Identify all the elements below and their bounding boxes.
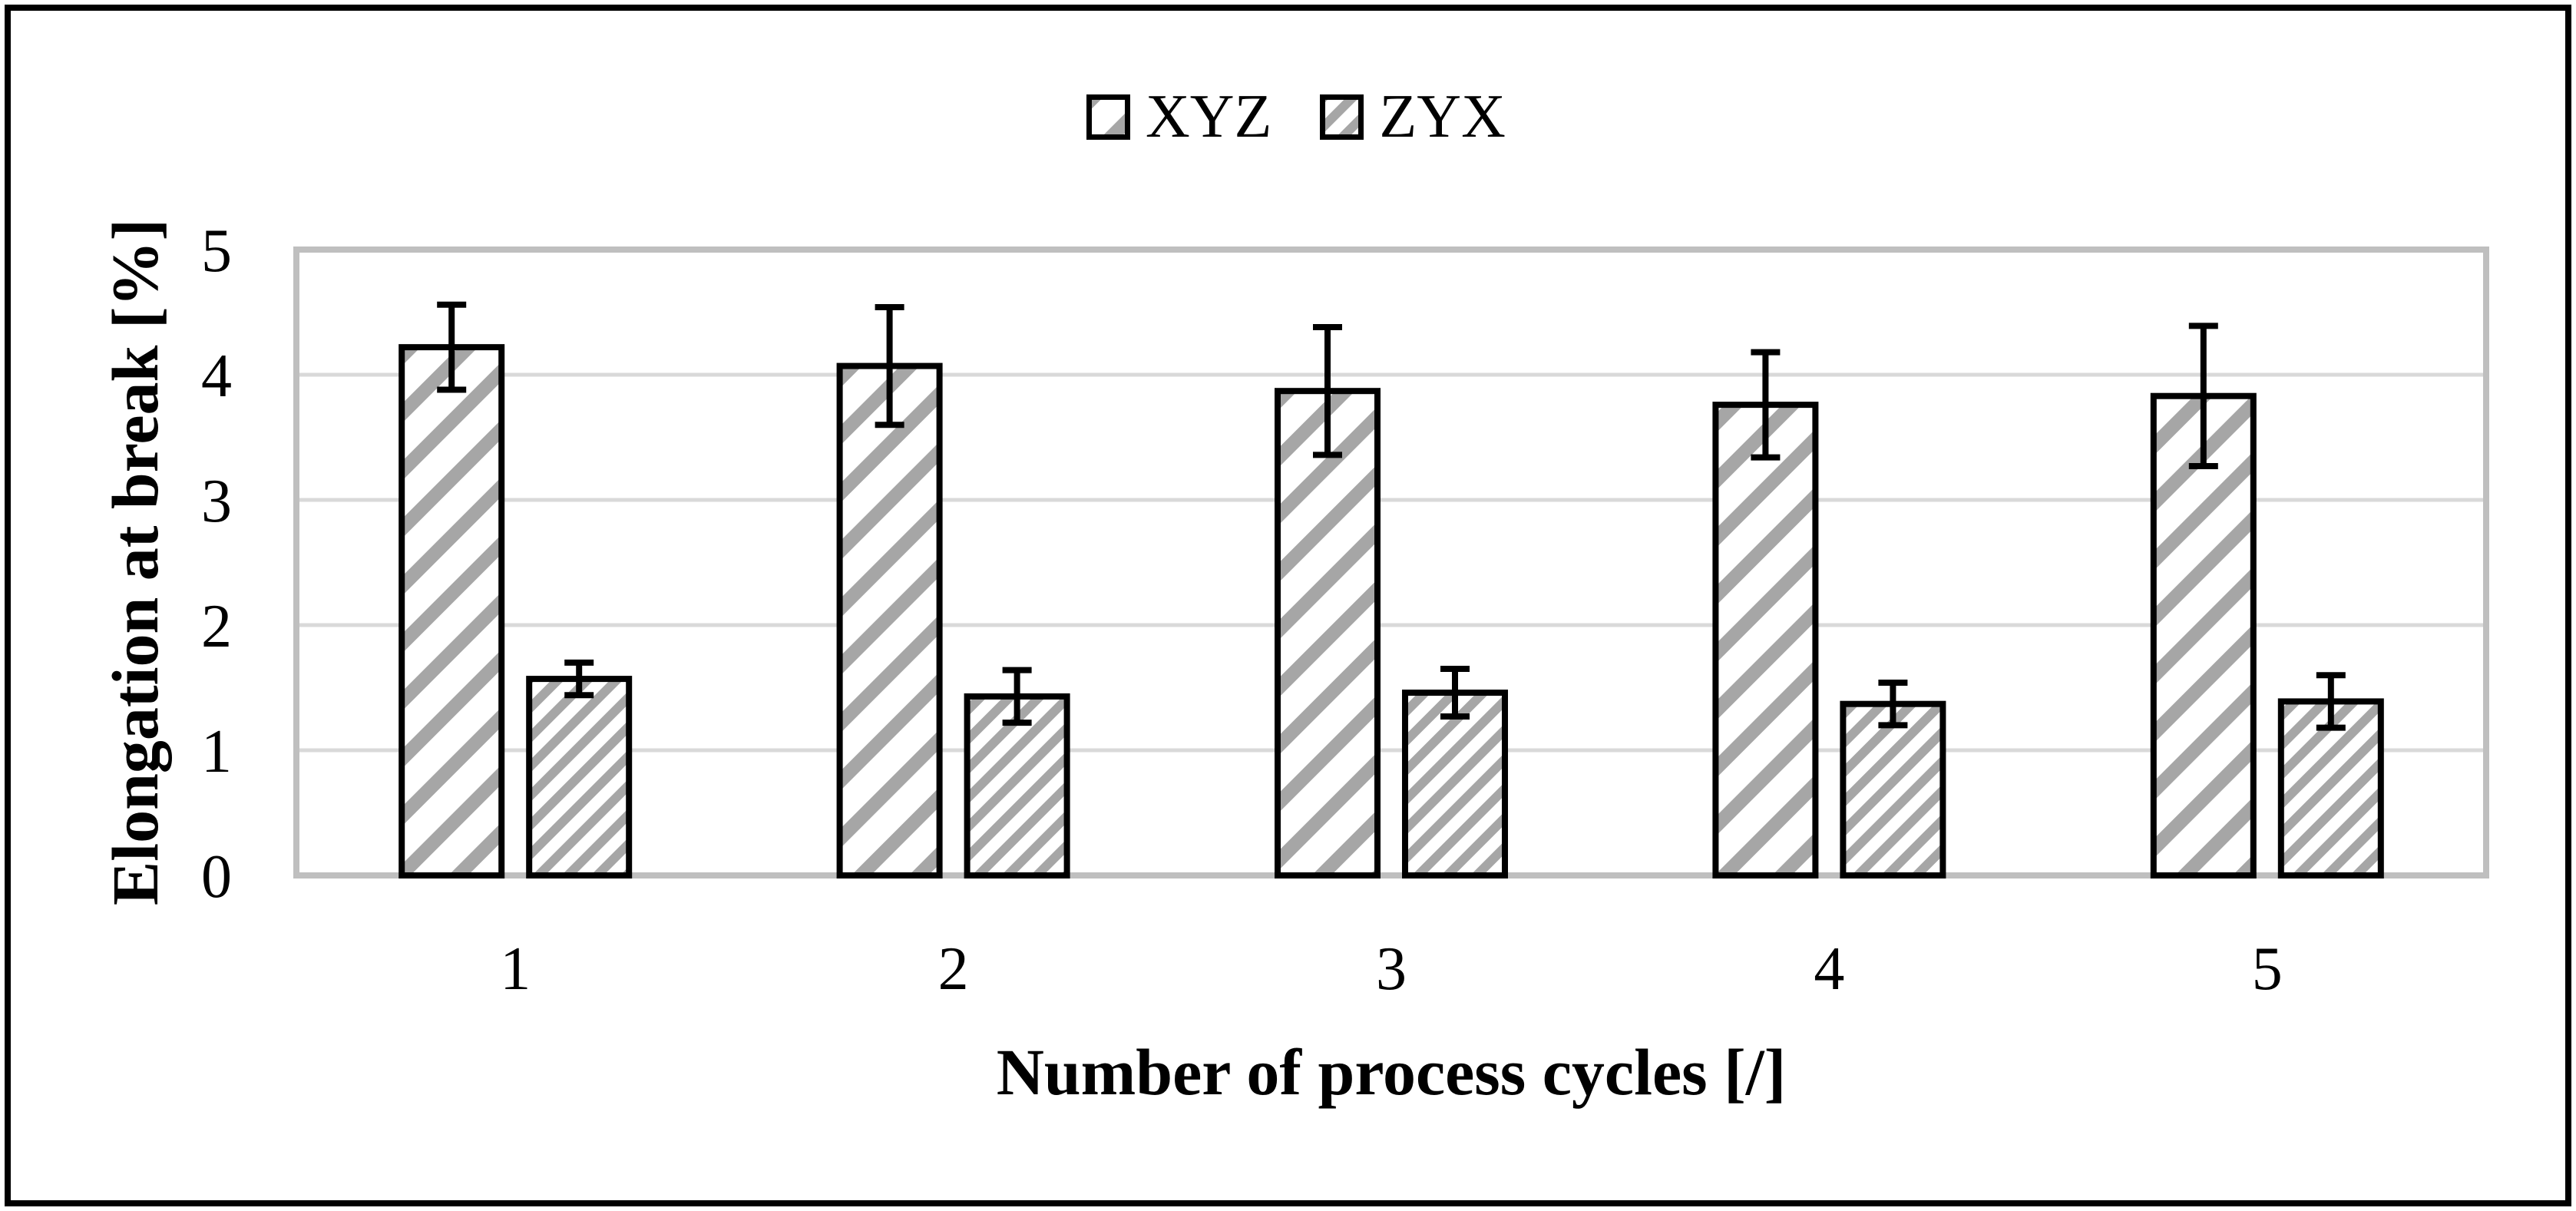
error-bar-xyz-2 <box>875 303 904 428</box>
bar-zyx-1 <box>526 676 633 879</box>
x-tick-label: 5 <box>2252 935 2283 1003</box>
x-tick-label: 3 <box>1376 935 1407 1003</box>
error-bar-zyx-4 <box>1878 679 1908 729</box>
bar-zyx-3 <box>1402 690 1508 879</box>
error-bar-xyz-3 <box>1313 324 1342 458</box>
y-axis-title: Elongation at break [%] <box>98 219 172 905</box>
bar-xyz-4 <box>1712 402 1819 878</box>
error-bar-zyx-2 <box>1002 667 1032 726</box>
y-tick-label: 1 <box>201 718 232 786</box>
error-bar-xyz-5 <box>2188 323 2218 469</box>
legend-label-zyx: ZYX <box>1379 83 1506 151</box>
legend-swatch-wide-hatch-icon <box>1086 94 1130 140</box>
x-axis-title: Number of process cycles [/] <box>997 1035 1787 1109</box>
bar-xyz-2 <box>836 362 943 878</box>
x-tick-label: 1 <box>500 935 531 1003</box>
plot-area: 0 1 2 3 4 5 1 2 3 4 5 <box>201 217 2489 1003</box>
y-tick-label: 4 <box>201 342 232 410</box>
x-tick-label: 4 <box>1814 935 1844 1003</box>
x-tick-label: 2 <box>938 935 969 1003</box>
legend-item-xyz: XYZ <box>1086 86 1271 147</box>
bar-zyx-2 <box>964 693 1070 878</box>
y-tick-label: 2 <box>201 593 232 660</box>
bar-xyz-3 <box>1275 388 1381 878</box>
error-bar-zyx-5 <box>2316 672 2346 731</box>
chart-legend: XYZ ZYX <box>1086 86 1506 147</box>
bar-xyz-1 <box>398 344 505 878</box>
bar-zyx-4 <box>1840 700 1946 878</box>
y-tick-label: 5 <box>201 217 232 285</box>
error-bar-zyx-3 <box>1440 666 1470 720</box>
error-bar-xyz-1 <box>437 301 467 393</box>
error-bar-zyx-1 <box>564 659 594 699</box>
legend-item-zyx: ZYX <box>1320 83 1506 151</box>
legend-swatch-dense-hatch-icon <box>1320 94 1364 140</box>
legend-label-xyz: XYZ <box>1146 83 1272 151</box>
bar-xyz-5 <box>2150 392 2257 878</box>
error-bar-xyz-4 <box>1751 349 1781 461</box>
plot-frame <box>293 247 2489 878</box>
y-tick-label: 0 <box>201 843 232 911</box>
y-tick-label: 3 <box>201 468 232 535</box>
